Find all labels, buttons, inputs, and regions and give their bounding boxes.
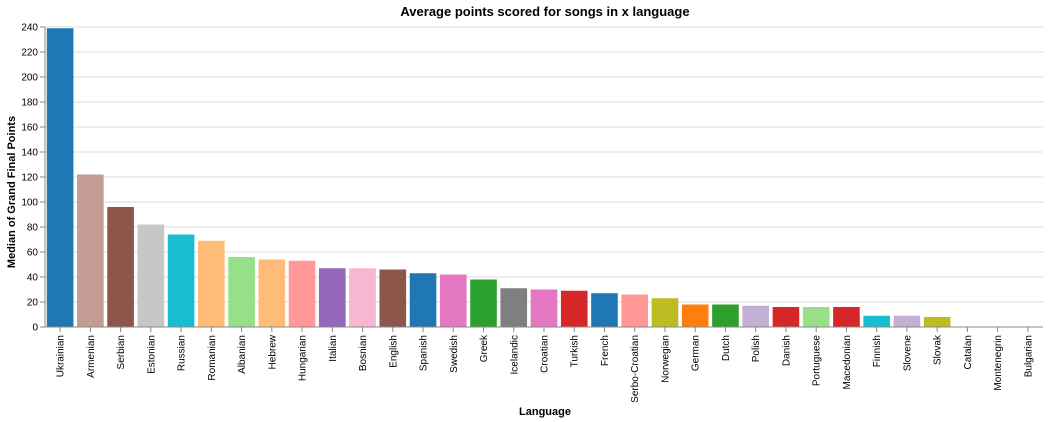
y-tick-label: 160 — [21, 123, 38, 134]
bar: Serbian: 96 — [107, 207, 134, 327]
x-tick-label: Portuguese — [812, 335, 823, 387]
bar: Hungarian: 53 — [288, 260, 316, 327]
y-tick-label: 100 — [21, 198, 38, 209]
bar: Hebrew: 54 — [258, 259, 286, 327]
bar: Finnish: 9 — [863, 315, 890, 327]
x-axis: Ukrainian Armenian Serbian Estonian Russian R… — [45, 326, 1043, 403]
grid-lines — [45, 26, 1043, 328]
x-tick-label: English — [388, 335, 399, 368]
bar: Spanish: 43 — [409, 273, 437, 327]
bar: Italian: 47 — [318, 268, 346, 327]
bar: Swedish: 42 — [439, 274, 467, 327]
x-tick-label: Romanian — [207, 335, 218, 381]
x-tick-label: French — [600, 335, 611, 366]
bar: Dutch: 18 — [712, 304, 739, 327]
x-tick-label: Croatian — [540, 335, 551, 373]
x-axis-title: Language — [519, 406, 571, 418]
bar: Danish: 16 — [772, 307, 800, 327]
x-tick-label: Icelandic — [509, 335, 520, 374]
y-tick-label: 0 — [32, 323, 38, 334]
y-tick-label: 40 — [27, 273, 39, 284]
y-tick-label: 240 — [21, 23, 38, 34]
y-axis: 0 20 40 60 80 100 120 140 160 180 200 220 240 — [21, 23, 46, 334]
x-tick-label: Italian — [328, 335, 339, 362]
bar: Serbo-Croatian: 26 — [621, 294, 649, 327]
bars: Ukrainian: 239Armenian: 122Serbian: 96Es… — [46, 28, 951, 327]
bar: English: 46 — [379, 269, 407, 327]
x-tick-label: Dutch — [721, 335, 732, 361]
x-tick-label: Armenian — [86, 335, 97, 378]
x-tick-label: Albanian — [237, 335, 248, 374]
y-tick-label: 200 — [21, 73, 38, 84]
x-tick-label: Hebrew — [267, 334, 278, 369]
bar: Slovene: 9 — [893, 315, 921, 327]
bar: Norwegian: 23 — [651, 298, 679, 327]
x-tick-label: Swedish — [449, 335, 460, 373]
x-tick-label: Serbo-Croatian — [630, 335, 641, 403]
x-tick-label: Norwegian — [660, 335, 671, 383]
y-tick-label: 140 — [21, 148, 38, 159]
bar: Albanian: 56 — [228, 257, 255, 327]
x-tick-label: Hungarian — [298, 335, 309, 381]
bar: Polish: 17 — [742, 305, 770, 327]
bar: Russian: 74 — [167, 234, 195, 327]
x-tick-label: Macedonian — [842, 335, 853, 389]
bar: Turkish: 29 — [560, 290, 588, 327]
bar: Greek: 38 — [470, 279, 497, 327]
bar: Bosnian: 47 — [349, 268, 376, 327]
y-tick-label: 220 — [21, 48, 38, 59]
bar: Estonian: 82 — [137, 224, 165, 327]
x-tick-label: Danish — [781, 335, 792, 366]
bar: Armenian: 122 — [77, 174, 104, 327]
x-tick-label: Slovene — [902, 335, 913, 372]
x-tick-label: Ukrainian — [56, 335, 67, 377]
x-tick-label: Slovak — [933, 334, 944, 365]
bar: Icelandic: 31 — [500, 288, 528, 327]
x-tick-label: Serbian — [116, 335, 127, 369]
y-tick-label: 180 — [21, 98, 38, 109]
y-tick-label: 20 — [27, 298, 39, 309]
x-tick-label: Russian — [177, 335, 188, 371]
x-tick-label: Spanish — [419, 335, 430, 371]
x-tick-label: Montenegrin — [993, 335, 1004, 391]
bar: French: 27 — [591, 293, 618, 327]
x-tick-label: Estonian — [146, 335, 157, 374]
x-tick-label: Catalan — [963, 335, 974, 369]
x-tick-label: Greek — [479, 334, 490, 362]
bar: Portuguese: 16 — [802, 307, 830, 327]
x-tick-label: Bulgarian — [1023, 335, 1034, 377]
bar: Slovak: 8 — [923, 317, 951, 327]
y-tick-label: 120 — [21, 173, 38, 184]
y-tick-label: 80 — [27, 223, 39, 234]
x-tick-label: German — [691, 335, 702, 371]
x-tick-label: Polish — [751, 335, 762, 362]
bar: Croatian: 30 — [530, 289, 558, 327]
x-tick-label: Finnish — [872, 335, 883, 367]
bar: German: 18 — [681, 304, 709, 327]
x-tick-label: Bosnian — [358, 335, 369, 371]
bar: Macedonian: 16 — [833, 307, 860, 327]
x-tick-label: Turkish — [570, 335, 581, 367]
y-tick-label: 60 — [27, 248, 39, 259]
chart-title: Average points scored for songs in x lan… — [400, 4, 689, 19]
y-axis-title: Median of Grand Final Points — [6, 116, 18, 268]
bar: Ukrainian: 239 — [46, 28, 74, 327]
bar: Romanian: 69 — [198, 240, 225, 327]
